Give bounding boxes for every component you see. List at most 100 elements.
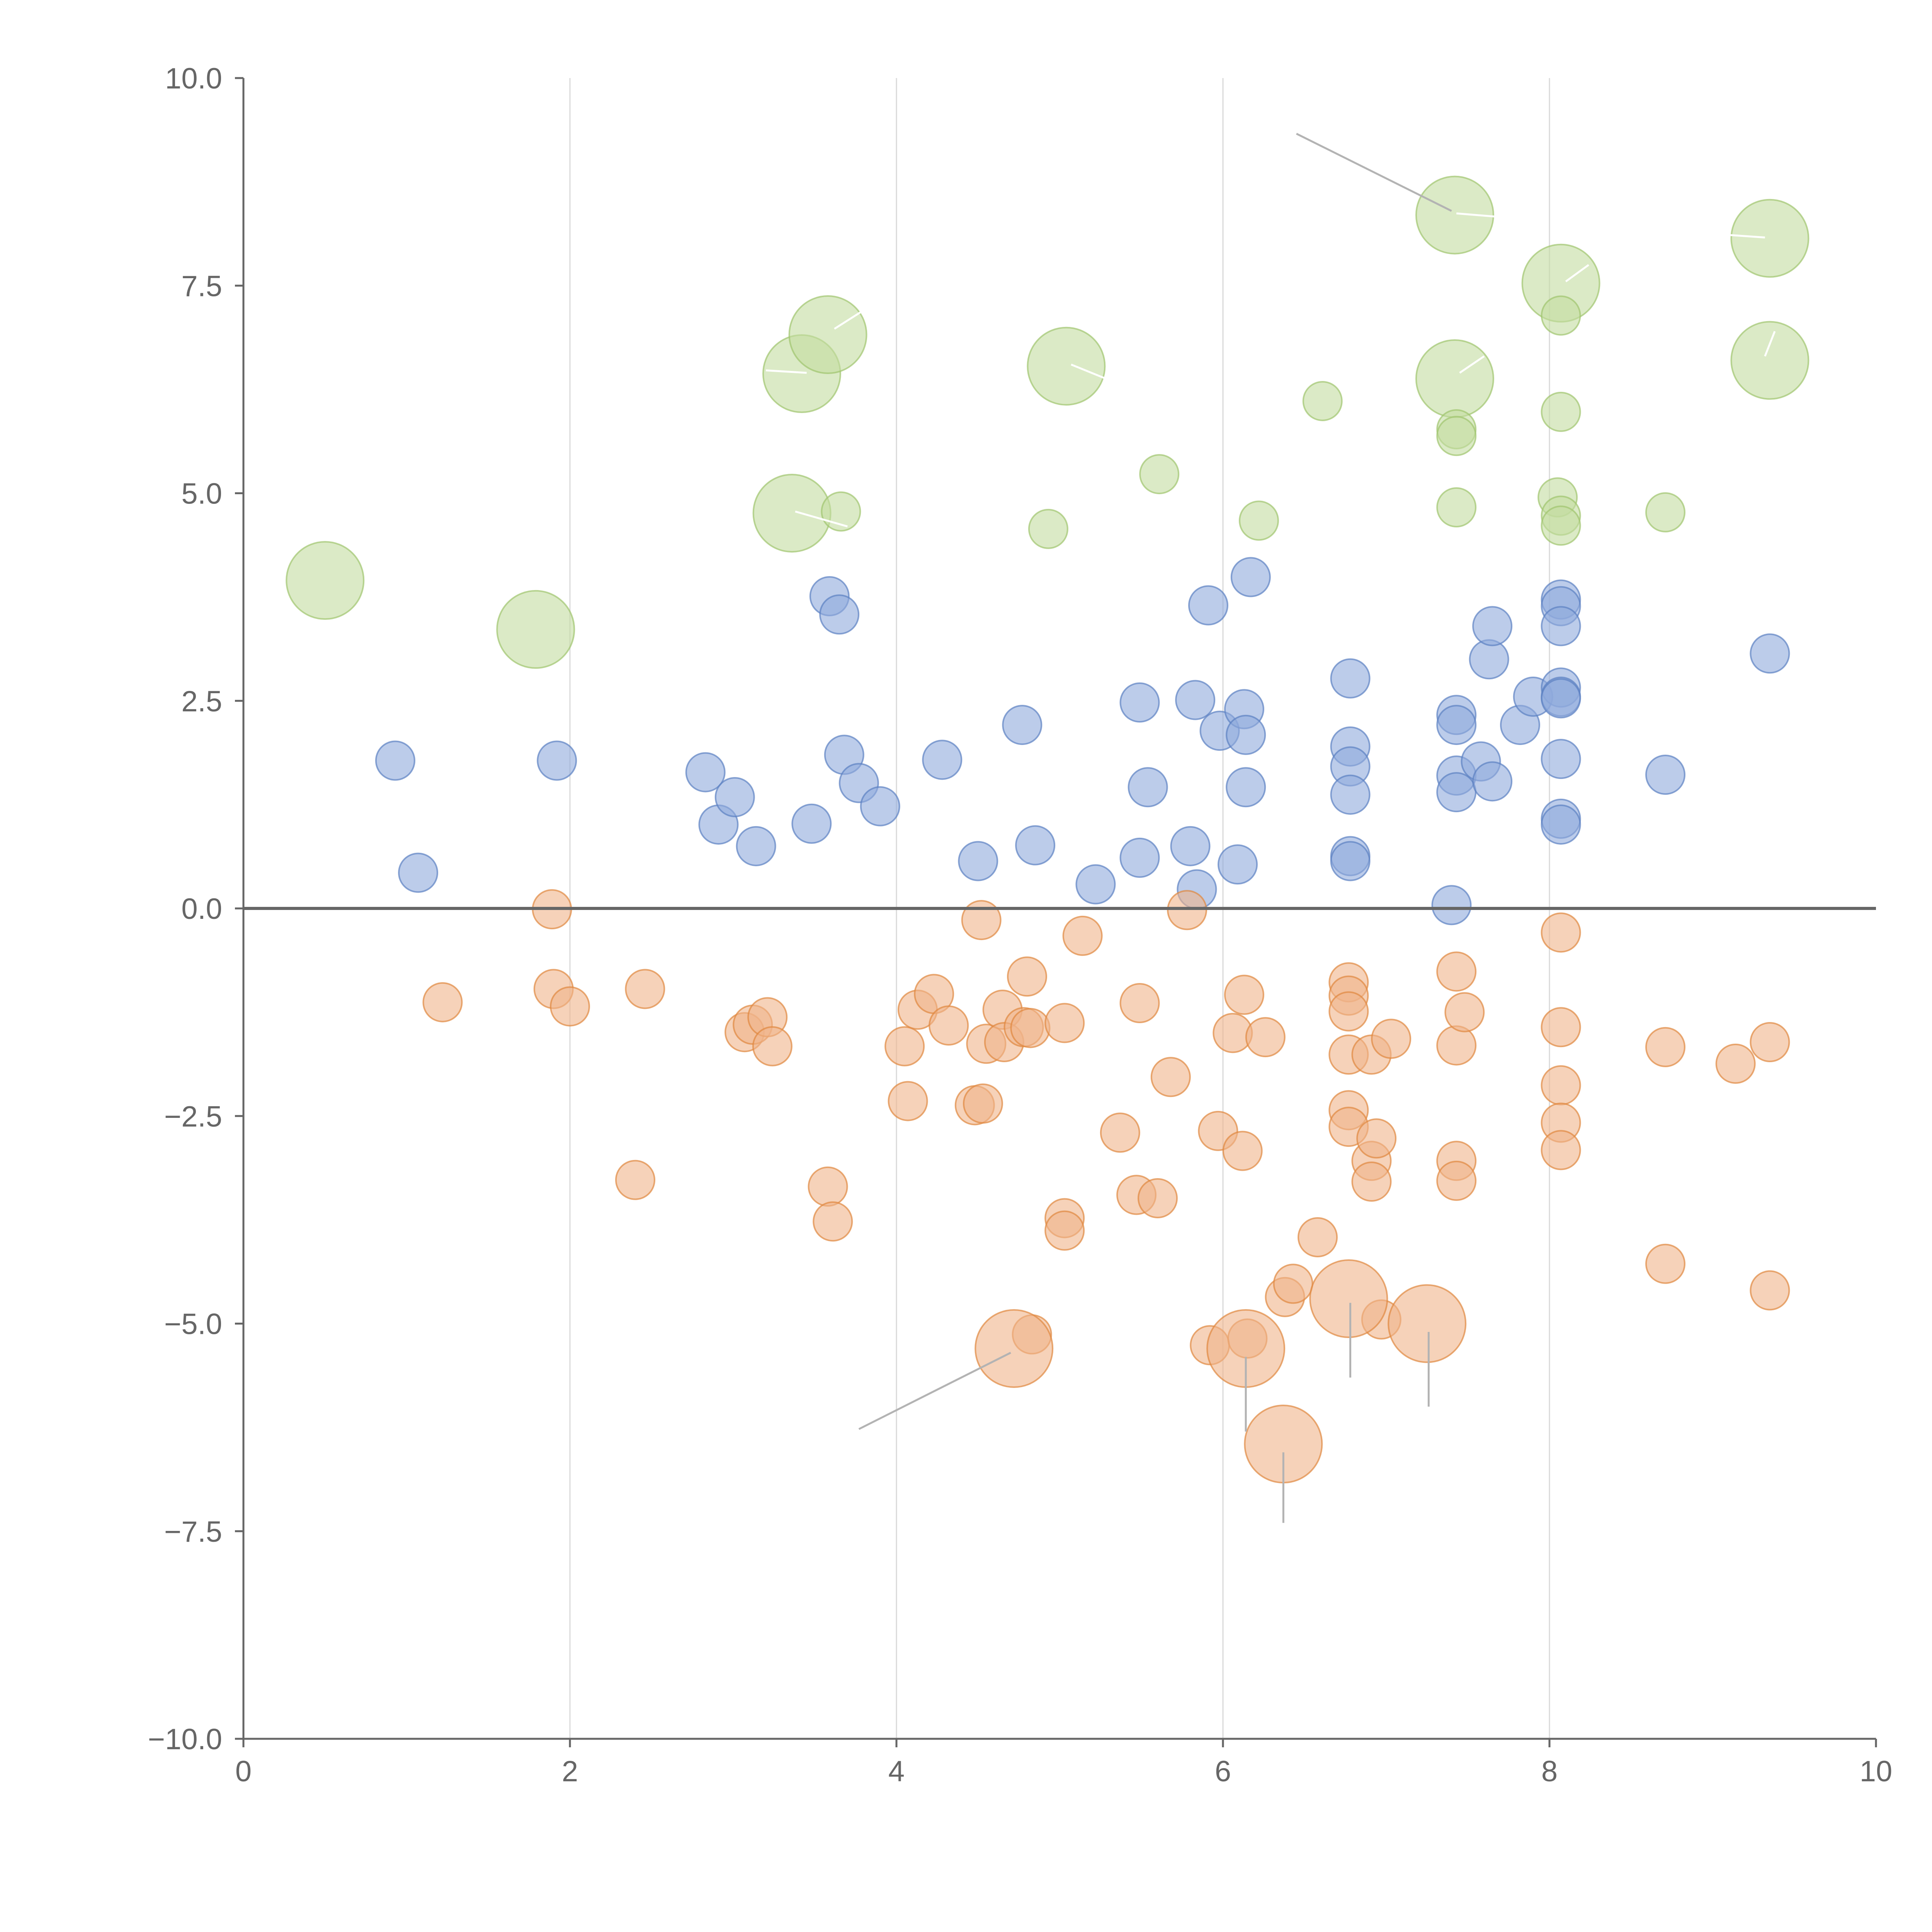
orange-bubble-13	[888, 1081, 928, 1121]
annotation-leader-1	[858, 1352, 1011, 1430]
green-bubble-15	[1436, 487, 1477, 528]
blue-bubble-39	[1436, 705, 1477, 745]
x-tick-label: 6	[1215, 1755, 1231, 1788]
orange-bubble-65	[1541, 1007, 1581, 1048]
green-bubble-8	[1139, 454, 1180, 495]
orange-bubble-56	[1356, 1118, 1397, 1159]
blue-bubble-36	[1330, 841, 1371, 881]
annotation-leader-9	[1459, 355, 1485, 374]
green-bubble-9	[1238, 500, 1279, 541]
orange-bubble-10	[808, 1166, 848, 1207]
blue-bubble-37	[1431, 885, 1472, 925]
blue-bubble-16	[1015, 825, 1056, 866]
green-bubble-7	[1027, 327, 1106, 406]
orange-bubble-45	[1273, 1264, 1313, 1304]
y-tick-label: −10.0	[148, 1723, 222, 1756]
orange-bubble-74	[975, 1309, 1054, 1388]
orange-bubble-29	[1044, 1210, 1085, 1251]
blue-bubble-2	[537, 740, 577, 781]
orange-bubble-64	[1541, 912, 1581, 953]
blue-bubble-26	[1218, 844, 1258, 885]
green-bubble-6	[1028, 509, 1068, 549]
blue-bubble-1	[398, 852, 439, 893]
annotation-leader-8	[1729, 234, 1765, 239]
blue-bubble-13	[922, 740, 963, 780]
green-bubble-24	[1730, 321, 1810, 400]
y-tick-label: 10.0	[165, 62, 222, 95]
blue-bubble-15	[1002, 705, 1043, 745]
annotation-leader-14	[795, 510, 848, 527]
blue-bubble-28	[1226, 714, 1266, 755]
orange-bubble-49	[1328, 991, 1369, 1032]
orange-bubble-55	[1351, 1162, 1392, 1202]
orange-bubble-9	[752, 1026, 793, 1066]
orange-bubble-77	[1388, 1284, 1467, 1363]
blue-bubble-53	[1541, 678, 1581, 719]
y-tick-label: 2.5	[181, 685, 222, 718]
annotation-layer	[765, 133, 1776, 1523]
blue-bubble-58	[1750, 633, 1790, 674]
blue-bubble-6	[736, 826, 776, 866]
green-bubble-4	[788, 295, 867, 374]
orange-bubble-41	[1224, 975, 1264, 1015]
blue-bubble-7	[791, 803, 832, 844]
bubble-layer	[286, 175, 1810, 1484]
green-bubble-18	[1541, 295, 1581, 336]
green-bubble-11	[1415, 175, 1494, 255]
blue-bubble-17	[1075, 864, 1116, 905]
orange-bubble-69	[1645, 1027, 1685, 1067]
orange-bubble-34	[1138, 1178, 1178, 1219]
blue-bubble-31	[1330, 658, 1371, 699]
orange-bubble-58	[1371, 1019, 1412, 1059]
annotation-leader-0	[1296, 133, 1452, 212]
y-tick-label: −2.5	[164, 1100, 222, 1133]
green-bubble-12	[1415, 339, 1494, 418]
y-tick-label: 7.5	[181, 270, 222, 303]
green-bubble-23	[1730, 199, 1810, 278]
y-tick-label: −7.5	[164, 1515, 222, 1548]
green-bubble-21	[1541, 505, 1581, 546]
y-tick-label: −5.0	[164, 1308, 222, 1341]
orange-bubble-66	[1541, 1065, 1581, 1105]
orange-bubble-0	[422, 982, 463, 1022]
orange-bubble-43	[1245, 1017, 1286, 1058]
orange-bubble-30	[1062, 915, 1103, 956]
blue-bubble-34	[1330, 774, 1371, 815]
annotation-leader-13	[1071, 364, 1112, 382]
orange-bubble-3	[550, 986, 590, 1027]
orange-bubble-27	[1044, 1003, 1085, 1043]
blue-bubble-24	[1188, 585, 1228, 626]
orange-bubble-60	[1436, 1025, 1477, 1066]
blue-bubble-14	[958, 841, 998, 881]
green-bubble-22	[1645, 492, 1685, 532]
green-bubble-14	[1436, 416, 1477, 456]
blue-bubble-41	[1436, 772, 1477, 813]
orange-bubble-36	[1167, 890, 1208, 930]
y-tick-label: 0.0	[181, 893, 222, 925]
orange-bubble-62	[1436, 1160, 1477, 1201]
orange-bubble-4	[615, 1160, 655, 1200]
blue-bubble-44	[1472, 606, 1513, 646]
blue-bubble-30	[1230, 557, 1271, 597]
blue-bubble-3	[685, 752, 726, 793]
blue-bubble-20	[1128, 767, 1168, 808]
x-tick-label: 0	[235, 1755, 252, 1788]
annotation-leader-12	[765, 369, 807, 374]
blue-bubble-45	[1472, 761, 1513, 802]
green-bubble-19	[1541, 391, 1581, 432]
green-bubble-10	[1302, 381, 1343, 421]
x-tick-label: 8	[1541, 1755, 1558, 1788]
blue-bubble-54	[1541, 739, 1581, 779]
orange-bubble-76	[1309, 1259, 1388, 1338]
orange-bubble-19	[961, 900, 1002, 940]
blue-bubble-18	[1119, 682, 1160, 723]
orange-bubble-46	[1298, 1217, 1338, 1258]
annotation-leader-6	[1456, 212, 1498, 218]
blue-bubble-0	[375, 740, 415, 781]
orange-bubble-16	[929, 1005, 969, 1046]
blue-bubble-5	[714, 777, 755, 818]
orange-bubble-31	[1100, 1112, 1140, 1153]
orange-bubble-73	[1750, 1270, 1790, 1311]
orange-bubble-24	[1007, 956, 1047, 997]
